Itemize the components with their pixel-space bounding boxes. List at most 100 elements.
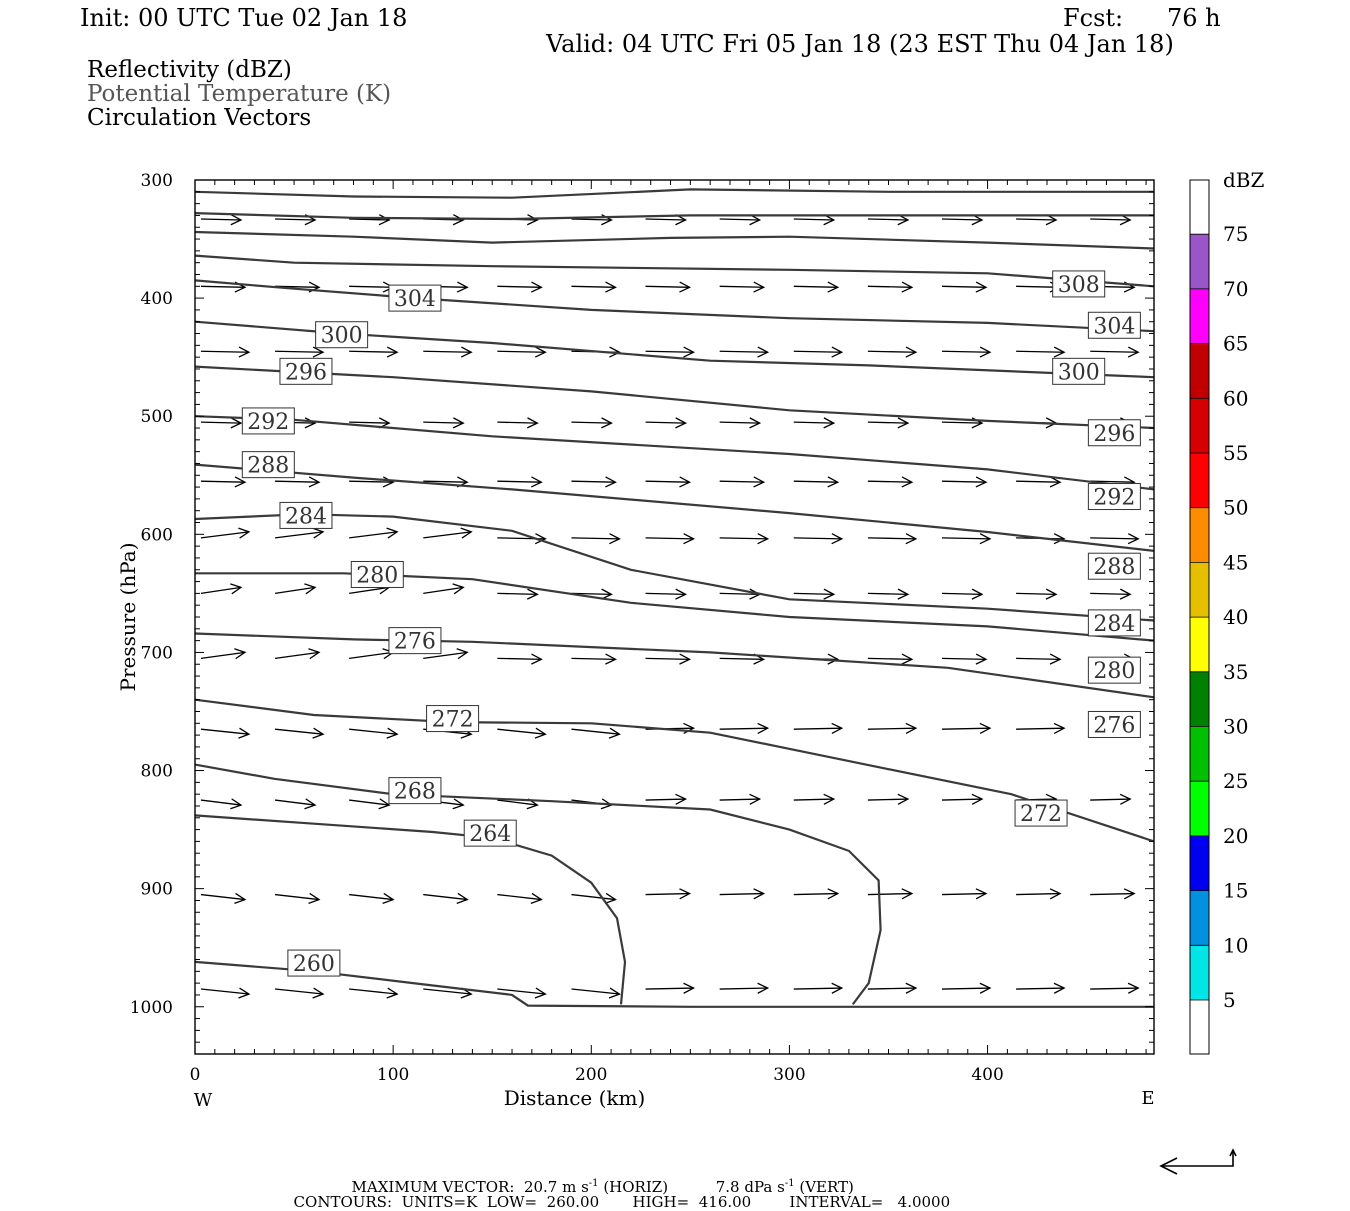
vector-shaft bbox=[1016, 657, 1061, 660]
vector-shaft bbox=[793, 727, 842, 730]
colorbar-swatch bbox=[1190, 726, 1209, 782]
vector-shaft bbox=[941, 798, 983, 801]
contour-label-box bbox=[1014, 799, 1068, 827]
vector-head bbox=[238, 727, 251, 739]
contour-label: 272 bbox=[1020, 802, 1062, 827]
vector-head bbox=[308, 892, 321, 905]
vector-shaft bbox=[941, 480, 987, 483]
x-tick-label: 300 bbox=[773, 1065, 805, 1085]
vector-head bbox=[382, 892, 395, 905]
vector-shaft bbox=[497, 657, 542, 660]
vector-head bbox=[312, 527, 325, 539]
plot-frame bbox=[194, 179, 1155, 1055]
vector-shaft bbox=[867, 218, 908, 221]
contours-low-value: 260.00 bbox=[546, 1193, 600, 1211]
vector-head bbox=[526, 588, 539, 600]
theta-contour bbox=[194, 698, 1155, 843]
vector-shaft bbox=[423, 893, 468, 901]
vector-shaft bbox=[349, 893, 394, 901]
contour-label: 284 bbox=[285, 504, 327, 529]
vector-shaft bbox=[423, 350, 472, 353]
vector-head bbox=[1119, 793, 1132, 805]
vector-head bbox=[605, 653, 617, 665]
vector-head bbox=[378, 214, 391, 226]
contour-label: 296 bbox=[285, 360, 327, 385]
contour-label: 260 bbox=[293, 952, 335, 977]
vector-shaft bbox=[719, 727, 768, 730]
reference-vector bbox=[1159, 1148, 1237, 1175]
vector-shaft bbox=[719, 798, 760, 801]
y-tick-label: 300 bbox=[141, 171, 173, 191]
colorbar-swatch bbox=[1190, 343, 1209, 399]
vector-shaft bbox=[497, 893, 542, 901]
vector-head bbox=[675, 417, 688, 429]
vector-head bbox=[452, 214, 465, 226]
vector-shaft bbox=[497, 480, 542, 483]
vector-shaft bbox=[719, 657, 764, 660]
vector-shaft bbox=[645, 987, 694, 990]
max-vector-label: MAXIMUM VECTOR: bbox=[351, 1178, 515, 1196]
x-right-label: E bbox=[1141, 1088, 1154, 1109]
vector-head bbox=[530, 281, 543, 293]
y-tick-label: 1000 bbox=[130, 998, 173, 1018]
vector-shaft bbox=[719, 218, 760, 221]
vector-shaft bbox=[645, 798, 686, 801]
vector-head bbox=[757, 722, 770, 734]
colorbar-tick-label: 75 bbox=[1223, 222, 1248, 246]
vector-head bbox=[534, 346, 547, 358]
vector-shaft bbox=[423, 651, 468, 659]
vector-shaft bbox=[645, 657, 690, 660]
vector-head bbox=[823, 588, 836, 600]
vector-shaft bbox=[274, 651, 320, 659]
y-tick-label: 500 bbox=[141, 407, 173, 427]
x-tick-label: 200 bbox=[575, 1065, 607, 1085]
vector-shaft bbox=[423, 480, 468, 483]
x-tick-label: 0 bbox=[190, 1065, 201, 1085]
vector-shaft bbox=[793, 480, 838, 483]
vector-shaft bbox=[793, 892, 838, 896]
vector-shaft bbox=[571, 592, 612, 596]
vector-head bbox=[679, 476, 692, 488]
contour-label: 276 bbox=[1093, 713, 1135, 738]
colorbar-tick-label: 10 bbox=[1223, 933, 1248, 957]
vector-head bbox=[753, 888, 766, 900]
contour-label-box bbox=[241, 407, 295, 435]
colorbar-tick-label: 70 bbox=[1223, 277, 1248, 301]
vector-head bbox=[1049, 888, 1062, 900]
contour-label: 288 bbox=[247, 454, 289, 479]
vector-head bbox=[683, 346, 696, 358]
contour-label-box bbox=[1052, 270, 1106, 298]
colorbar-tick-label: 55 bbox=[1223, 441, 1248, 465]
vector-head bbox=[312, 987, 325, 999]
vector-head bbox=[679, 888, 692, 900]
colorbar-title: dBZ bbox=[1223, 168, 1265, 192]
vector-shaft bbox=[1090, 798, 1131, 801]
vector-head bbox=[386, 527, 399, 539]
theta-contour bbox=[194, 463, 1155, 552]
vector-head bbox=[386, 727, 399, 739]
vector-shaft bbox=[200, 988, 250, 995]
vector-head bbox=[230, 214, 243, 226]
valid-time: Valid: 04 UTC Fri 05 Jan 18 (23 EST Thu … bbox=[546, 30, 1174, 58]
vector-shaft bbox=[349, 988, 398, 995]
vector-shaft bbox=[941, 592, 983, 596]
vector-head bbox=[831, 722, 844, 734]
contour-label: 304 bbox=[1093, 314, 1135, 339]
colorbar-swatch bbox=[1190, 890, 1209, 946]
vector-head bbox=[823, 793, 836, 805]
vector-shaft bbox=[719, 892, 764, 896]
vector-head bbox=[827, 888, 840, 900]
vector-shaft bbox=[1016, 592, 1057, 596]
vector-shaft bbox=[867, 537, 916, 540]
vector-shaft bbox=[423, 531, 472, 539]
vector-shaft bbox=[645, 592, 686, 596]
theta-contours: 260 264 268 272 276 280 284 288 292 296 300 304 308 3… bbox=[194, 188, 1155, 1008]
vector-head bbox=[753, 281, 766, 293]
contour-label-box bbox=[1087, 609, 1141, 637]
vector-shaft bbox=[349, 421, 390, 424]
vector-head bbox=[230, 583, 243, 595]
vector-head bbox=[605, 281, 617, 293]
vector-shaft bbox=[200, 218, 241, 221]
vector-head bbox=[452, 583, 465, 595]
